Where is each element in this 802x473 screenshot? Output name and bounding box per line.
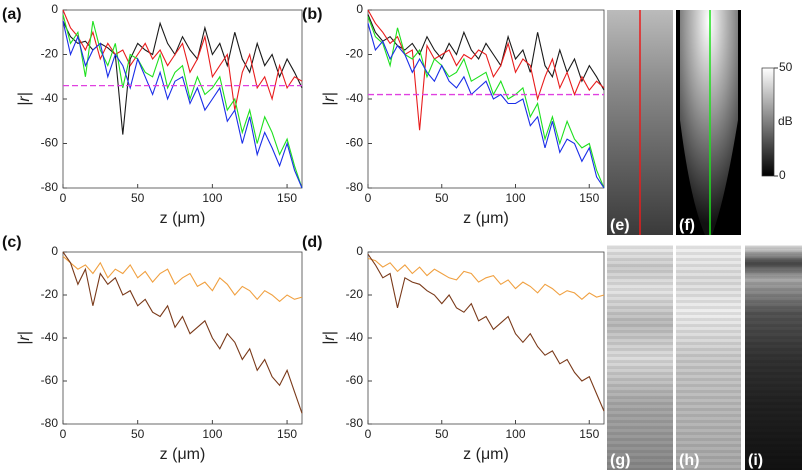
x-tick-label: 150 bbox=[277, 191, 297, 205]
series-line bbox=[367, 16, 605, 189]
series-line bbox=[62, 20, 303, 189]
x-tick-label: 100 bbox=[202, 191, 222, 205]
x-tick-label: 100 bbox=[505, 427, 525, 441]
plot-area bbox=[62, 9, 303, 189]
image-panels bbox=[607, 10, 802, 470]
y-tick-label: -40 bbox=[41, 330, 59, 344]
x-tick-label: 150 bbox=[579, 427, 599, 441]
y-tick-label: -20 bbox=[346, 47, 364, 61]
panel-label: (b) bbox=[302, 6, 322, 23]
y-tick-label: -80 bbox=[41, 416, 59, 430]
x-tick-label: 100 bbox=[505, 191, 525, 205]
colorbar-tick-label: 50 bbox=[779, 60, 793, 74]
x-tick-label: 150 bbox=[579, 191, 599, 205]
image-label: (g) bbox=[610, 452, 630, 469]
y-tick-label: 0 bbox=[356, 244, 363, 258]
x-axis-label: z (μm) bbox=[463, 446, 509, 463]
y-tick-label: 0 bbox=[51, 244, 58, 258]
y-tick-label: 0 bbox=[356, 2, 363, 16]
y-tick-label: 0 bbox=[51, 2, 58, 16]
x-tick-label: 100 bbox=[202, 427, 222, 441]
panel-label: (c) bbox=[2, 234, 22, 251]
y-tick-label: -80 bbox=[346, 416, 364, 430]
x-tick-label: 0 bbox=[365, 427, 372, 441]
series-line bbox=[367, 14, 605, 91]
x-tick-label: 50 bbox=[131, 191, 145, 205]
x-tick-label: 50 bbox=[435, 191, 449, 205]
colorbar bbox=[761, 67, 775, 177]
plot-area bbox=[62, 251, 303, 425]
image-label: (i) bbox=[748, 452, 763, 469]
x-tick-label: 50 bbox=[435, 427, 449, 441]
y-tick-label: -80 bbox=[41, 180, 59, 194]
series-line bbox=[367, 23, 605, 189]
image-f bbox=[680, 10, 738, 235]
y-tick-label: -60 bbox=[346, 136, 364, 150]
series-line bbox=[367, 257, 605, 301]
series-line bbox=[367, 253, 605, 412]
image-label: (f) bbox=[679, 217, 695, 234]
plot-area bbox=[367, 251, 605, 425]
y-tick-label: -40 bbox=[41, 91, 59, 105]
x-tick-label: 0 bbox=[365, 191, 372, 205]
x-axis-label: z (μm) bbox=[160, 210, 206, 227]
y-axis-label: |r| bbox=[321, 92, 338, 106]
panel-label: (d) bbox=[302, 234, 322, 251]
y-axis-label: |r| bbox=[321, 331, 338, 345]
y-axis-label: |r| bbox=[16, 92, 33, 106]
series-line bbox=[62, 20, 303, 135]
image-texture bbox=[607, 245, 673, 470]
y-tick-label: -60 bbox=[41, 373, 59, 387]
y-tick-label: -20 bbox=[41, 47, 59, 61]
y-tick-label: -40 bbox=[346, 91, 364, 105]
y-tick-label: -20 bbox=[346, 287, 364, 301]
plot-area bbox=[367, 9, 605, 189]
x-tick-label: 0 bbox=[60, 191, 67, 205]
y-axis-label: |r| bbox=[16, 331, 33, 345]
y-tick-label: -80 bbox=[346, 180, 364, 194]
colorbar-tick-label: 0 bbox=[779, 168, 786, 182]
panel-label: (a) bbox=[2, 6, 22, 23]
colorbar-label: dB bbox=[778, 114, 793, 128]
series-line bbox=[367, 9, 605, 131]
x-tick-label: 0 bbox=[60, 427, 67, 441]
series-line bbox=[62, 251, 303, 414]
image-texture bbox=[745, 245, 802, 470]
y-tick-label: -20 bbox=[41, 287, 59, 301]
image-label: (e) bbox=[610, 217, 630, 234]
image-texture bbox=[676, 245, 741, 470]
image-label: (h) bbox=[679, 452, 699, 469]
x-tick-label: 50 bbox=[131, 427, 145, 441]
x-axis-label: z (μm) bbox=[160, 446, 206, 463]
y-tick-label: -60 bbox=[41, 136, 59, 150]
series-line bbox=[62, 255, 303, 303]
y-tick-label: -40 bbox=[346, 330, 364, 344]
y-tick-label: -60 bbox=[346, 373, 364, 387]
x-tick-label: 150 bbox=[277, 427, 297, 441]
x-axis-label: z (μm) bbox=[463, 210, 509, 227]
